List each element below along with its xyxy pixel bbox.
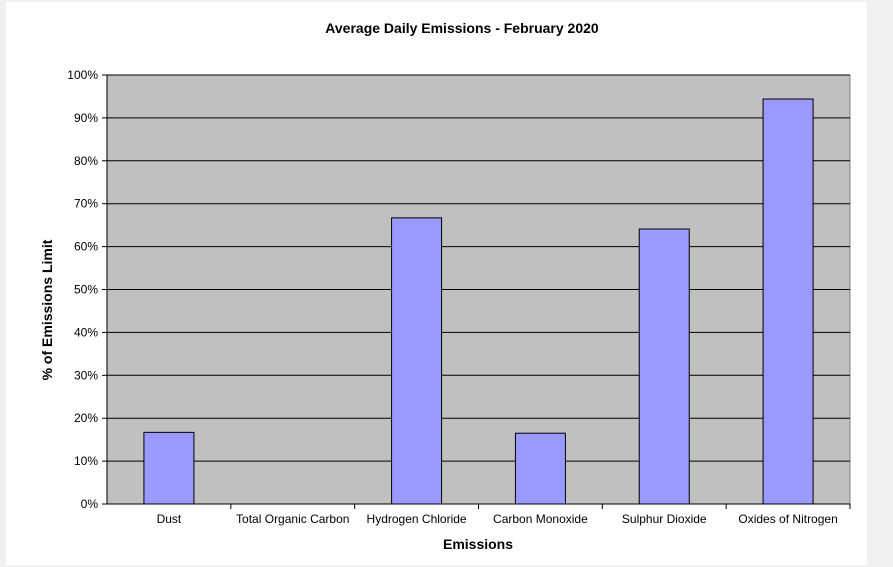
x-tick-label: Sulphur Dioxide xyxy=(622,512,707,526)
y-tick-label: 90% xyxy=(74,111,98,125)
y-tick-label: 80% xyxy=(74,154,98,168)
bar xyxy=(391,217,443,505)
bar xyxy=(143,431,195,505)
x-axis-ticks: Dust Total Organic Carbon Hydrogen Chlorid… xyxy=(157,504,851,526)
y-tick-label: 20% xyxy=(74,411,98,425)
y-tick-label: 40% xyxy=(74,325,98,339)
bar xyxy=(514,432,566,505)
x-tick-label: Dust xyxy=(157,512,182,526)
y-tick-label: 30% xyxy=(74,368,98,382)
y-tick-label: 50% xyxy=(74,283,98,297)
y-tick-label: 100% xyxy=(67,68,98,82)
y-tick-label: 10% xyxy=(74,454,98,468)
chart-title: Average Daily Emissions - February 2020 xyxy=(325,20,599,36)
y-axis-ticks: 0% 10% 20% 30% 40% 50% 60% 70% 80% 90% 100% xyxy=(67,68,107,511)
x-tick-label: Hydrogen Chloride xyxy=(367,512,467,526)
bar xyxy=(762,98,814,505)
x-tick-label: Total Organic Carbon xyxy=(236,512,349,526)
x-axis-label: Emissions xyxy=(443,536,513,552)
x-tick-label: Oxides of Nitrogen xyxy=(738,512,837,526)
y-tick-label: 60% xyxy=(74,240,98,254)
gridlines xyxy=(107,74,850,462)
y-tick-label: 70% xyxy=(74,197,98,211)
x-tick-label: Carbon Monoxide xyxy=(493,512,588,526)
y-axis-label: % of Emissions Limit xyxy=(39,239,55,380)
y-tick-label: 0% xyxy=(81,497,99,511)
bar xyxy=(638,228,690,505)
